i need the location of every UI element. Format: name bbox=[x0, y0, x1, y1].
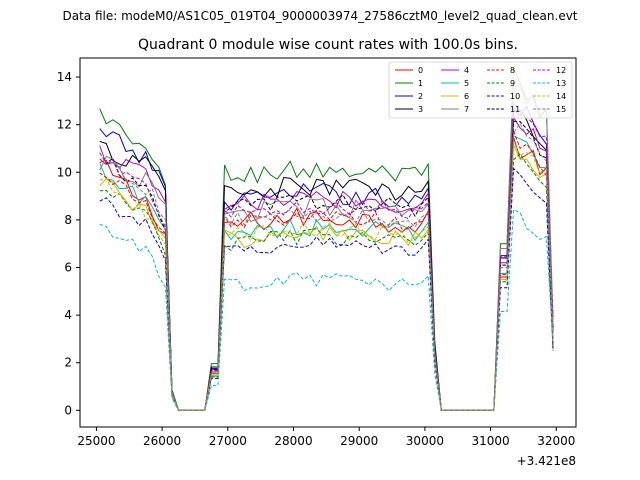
legend-box bbox=[388, 61, 573, 119]
x-tick-label: 26000 bbox=[143, 434, 181, 448]
x-tick-label: 25000 bbox=[77, 434, 115, 448]
series-line-1 bbox=[99, 67, 554, 411]
x-tick-label: 30000 bbox=[406, 434, 444, 448]
y-tick-label: 14 bbox=[57, 70, 72, 84]
series-line-15 bbox=[99, 122, 554, 411]
plot-frame bbox=[79, 57, 577, 428]
legend-label: 15 bbox=[556, 105, 566, 114]
legend-label: 13 bbox=[556, 79, 566, 88]
x-tick-label: 27000 bbox=[209, 434, 247, 448]
axes-layer: 25000 26000 27000 28000 29000 30000 31000 32000… bbox=[57, 70, 576, 448]
figure-supertitle: Data file: modeM0/AS1C05_019T04_90000039… bbox=[62, 9, 577, 23]
x-tick-label: 32000 bbox=[537, 434, 575, 448]
y-tick-label: 10 bbox=[57, 165, 72, 179]
legend-label: 6 bbox=[464, 92, 469, 101]
legend-label: 0 bbox=[418, 66, 423, 75]
y-tick-label: 8 bbox=[64, 213, 72, 227]
chart-title: Quadrant 0 module wise count rates with … bbox=[138, 37, 518, 53]
y-tick-label: 4 bbox=[64, 308, 72, 322]
legend-label: 4 bbox=[464, 66, 469, 75]
legend-label: 2 bbox=[418, 92, 423, 101]
legend-label: 5 bbox=[464, 79, 469, 88]
x-tick-label: 28000 bbox=[274, 434, 312, 448]
series-layer bbox=[99, 67, 554, 411]
legend-label: 1 bbox=[418, 79, 423, 88]
y-tick-label: 2 bbox=[64, 356, 72, 370]
legend-label: 9 bbox=[510, 79, 515, 88]
x-tick-label: 29000 bbox=[340, 434, 378, 448]
y-tick-label: 6 bbox=[64, 260, 72, 274]
legend-label: 8 bbox=[510, 66, 515, 75]
legend-label: 7 bbox=[464, 105, 469, 114]
legend-label: 11 bbox=[510, 105, 520, 114]
legend-label: 12 bbox=[556, 66, 566, 75]
legend-label: 3 bbox=[418, 105, 423, 114]
y-tick-label: 12 bbox=[57, 118, 72, 132]
x-axis-offset-label: +3.421e8 bbox=[517, 454, 576, 468]
x-tick-label: 31000 bbox=[472, 434, 510, 448]
legend-label: 10 bbox=[510, 92, 520, 101]
y-tick-label: 0 bbox=[64, 403, 72, 417]
legend-label: 14 bbox=[556, 92, 566, 101]
series-line-13 bbox=[99, 209, 554, 411]
